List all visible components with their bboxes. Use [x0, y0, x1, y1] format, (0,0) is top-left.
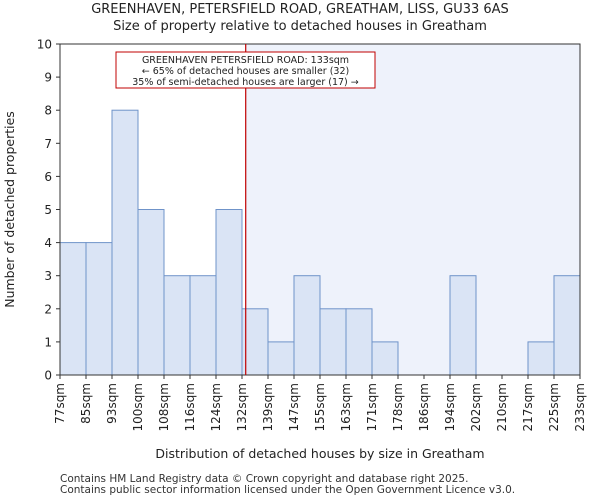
bar-171sqm [371, 341, 399, 376]
x-tick-label-124sqm: 124sqm [209, 383, 223, 431]
y-tick-label-8: 8 [44, 104, 52, 118]
bar-163sqm [345, 308, 373, 376]
bar-100sqm [137, 209, 165, 376]
y-tick-label-10: 10 [37, 38, 52, 52]
bar-132sqm [241, 308, 269, 376]
y-tick-label-7: 7 [44, 137, 52, 151]
y-tick-label-2: 2 [44, 302, 52, 316]
x-tick-label-210sqm: 210sqm [495, 383, 509, 431]
bar-147sqm [293, 275, 321, 376]
chart-subtitle: Size of property relative to detached ho… [113, 19, 487, 34]
annotation-box [115, 51, 376, 89]
bar-124sqm [215, 209, 243, 376]
y-tick-label-4: 4 [44, 236, 52, 250]
bar-116sqm [189, 275, 217, 376]
histogram-chart: 0 1 2 3 4 5 6 7 8 9 10 77sqm 85sqm 93sqm 100sqm 108sqm 1… [2, 38, 587, 462]
y-tick-label-5: 5 [44, 203, 52, 217]
x-tick-label-217sqm: 217sqm [521, 383, 535, 431]
y-tick-label-3: 3 [44, 269, 52, 283]
x-tick-label-147sqm: 147sqm [287, 383, 301, 431]
y-tick-label-1: 1 [44, 335, 52, 349]
annotation-line-3: 35% of semi-detached houses are larger (… [132, 77, 359, 88]
y-tick-label-9: 9 [44, 71, 52, 85]
x-tick-label-186sqm: 186sqm [417, 383, 431, 431]
y-tick-label-6: 6 [44, 170, 52, 184]
x-axis-label: Distribution of detached houses by size … [155, 446, 484, 461]
x-tick-label-116sqm: 116sqm [183, 383, 197, 431]
bar-194sqm [449, 275, 477, 376]
x-tick-label-178sqm: 178sqm [391, 383, 405, 431]
x-tick-label-132sqm: 132sqm [235, 383, 249, 431]
bar-139sqm [267, 341, 295, 376]
y-tick-label-0: 0 [44, 369, 52, 383]
x-tick-label-108sqm: 108sqm [157, 383, 171, 431]
y-axis-label: Number of detached properties [2, 111, 17, 308]
x-tick-label-100sqm: 100sqm [131, 383, 145, 431]
x-tick-label-194sqm: 194sqm [443, 383, 457, 431]
x-tick-label-225sqm: 225sqm [547, 383, 561, 431]
bar-108sqm [163, 275, 191, 376]
x-tick-label-155sqm: 155sqm [313, 383, 327, 431]
x-tick-label-77sqm: 77sqm [53, 383, 67, 424]
x-tick-label-139sqm: 139sqm [261, 383, 275, 431]
annotation-line-2: ← 65% of detached houses are smaller (32… [142, 66, 349, 77]
bar-93sqm [111, 109, 139, 376]
bar-225sqm [553, 275, 581, 376]
x-tick-label-171sqm: 171sqm [365, 383, 379, 431]
x-tick-label-202sqm: 202sqm [469, 383, 483, 431]
x-tick-label-93sqm: 93sqm [105, 383, 119, 424]
annotation-line-1: GREENHAVEN PETERSFIELD ROAD: 133sqm [142, 55, 349, 66]
x-tick-label-233sqm: 233sqm [573, 383, 587, 431]
footer-line-1: Contains HM Land Registry data © Crown c… [60, 473, 469, 485]
footer-line-2: Contains public sector information licen… [60, 484, 516, 496]
x-tick-label-163sqm: 163sqm [339, 383, 353, 431]
bar-217sqm [527, 341, 555, 376]
bar-85sqm [85, 242, 113, 376]
bar-155sqm [319, 308, 347, 376]
bar-77sqm [59, 242, 87, 376]
chart-title: GREENHAVEN, PETERSFIELD ROAD, GREATHAM, … [91, 2, 509, 17]
x-tick-label-85sqm: 85sqm [79, 383, 93, 424]
